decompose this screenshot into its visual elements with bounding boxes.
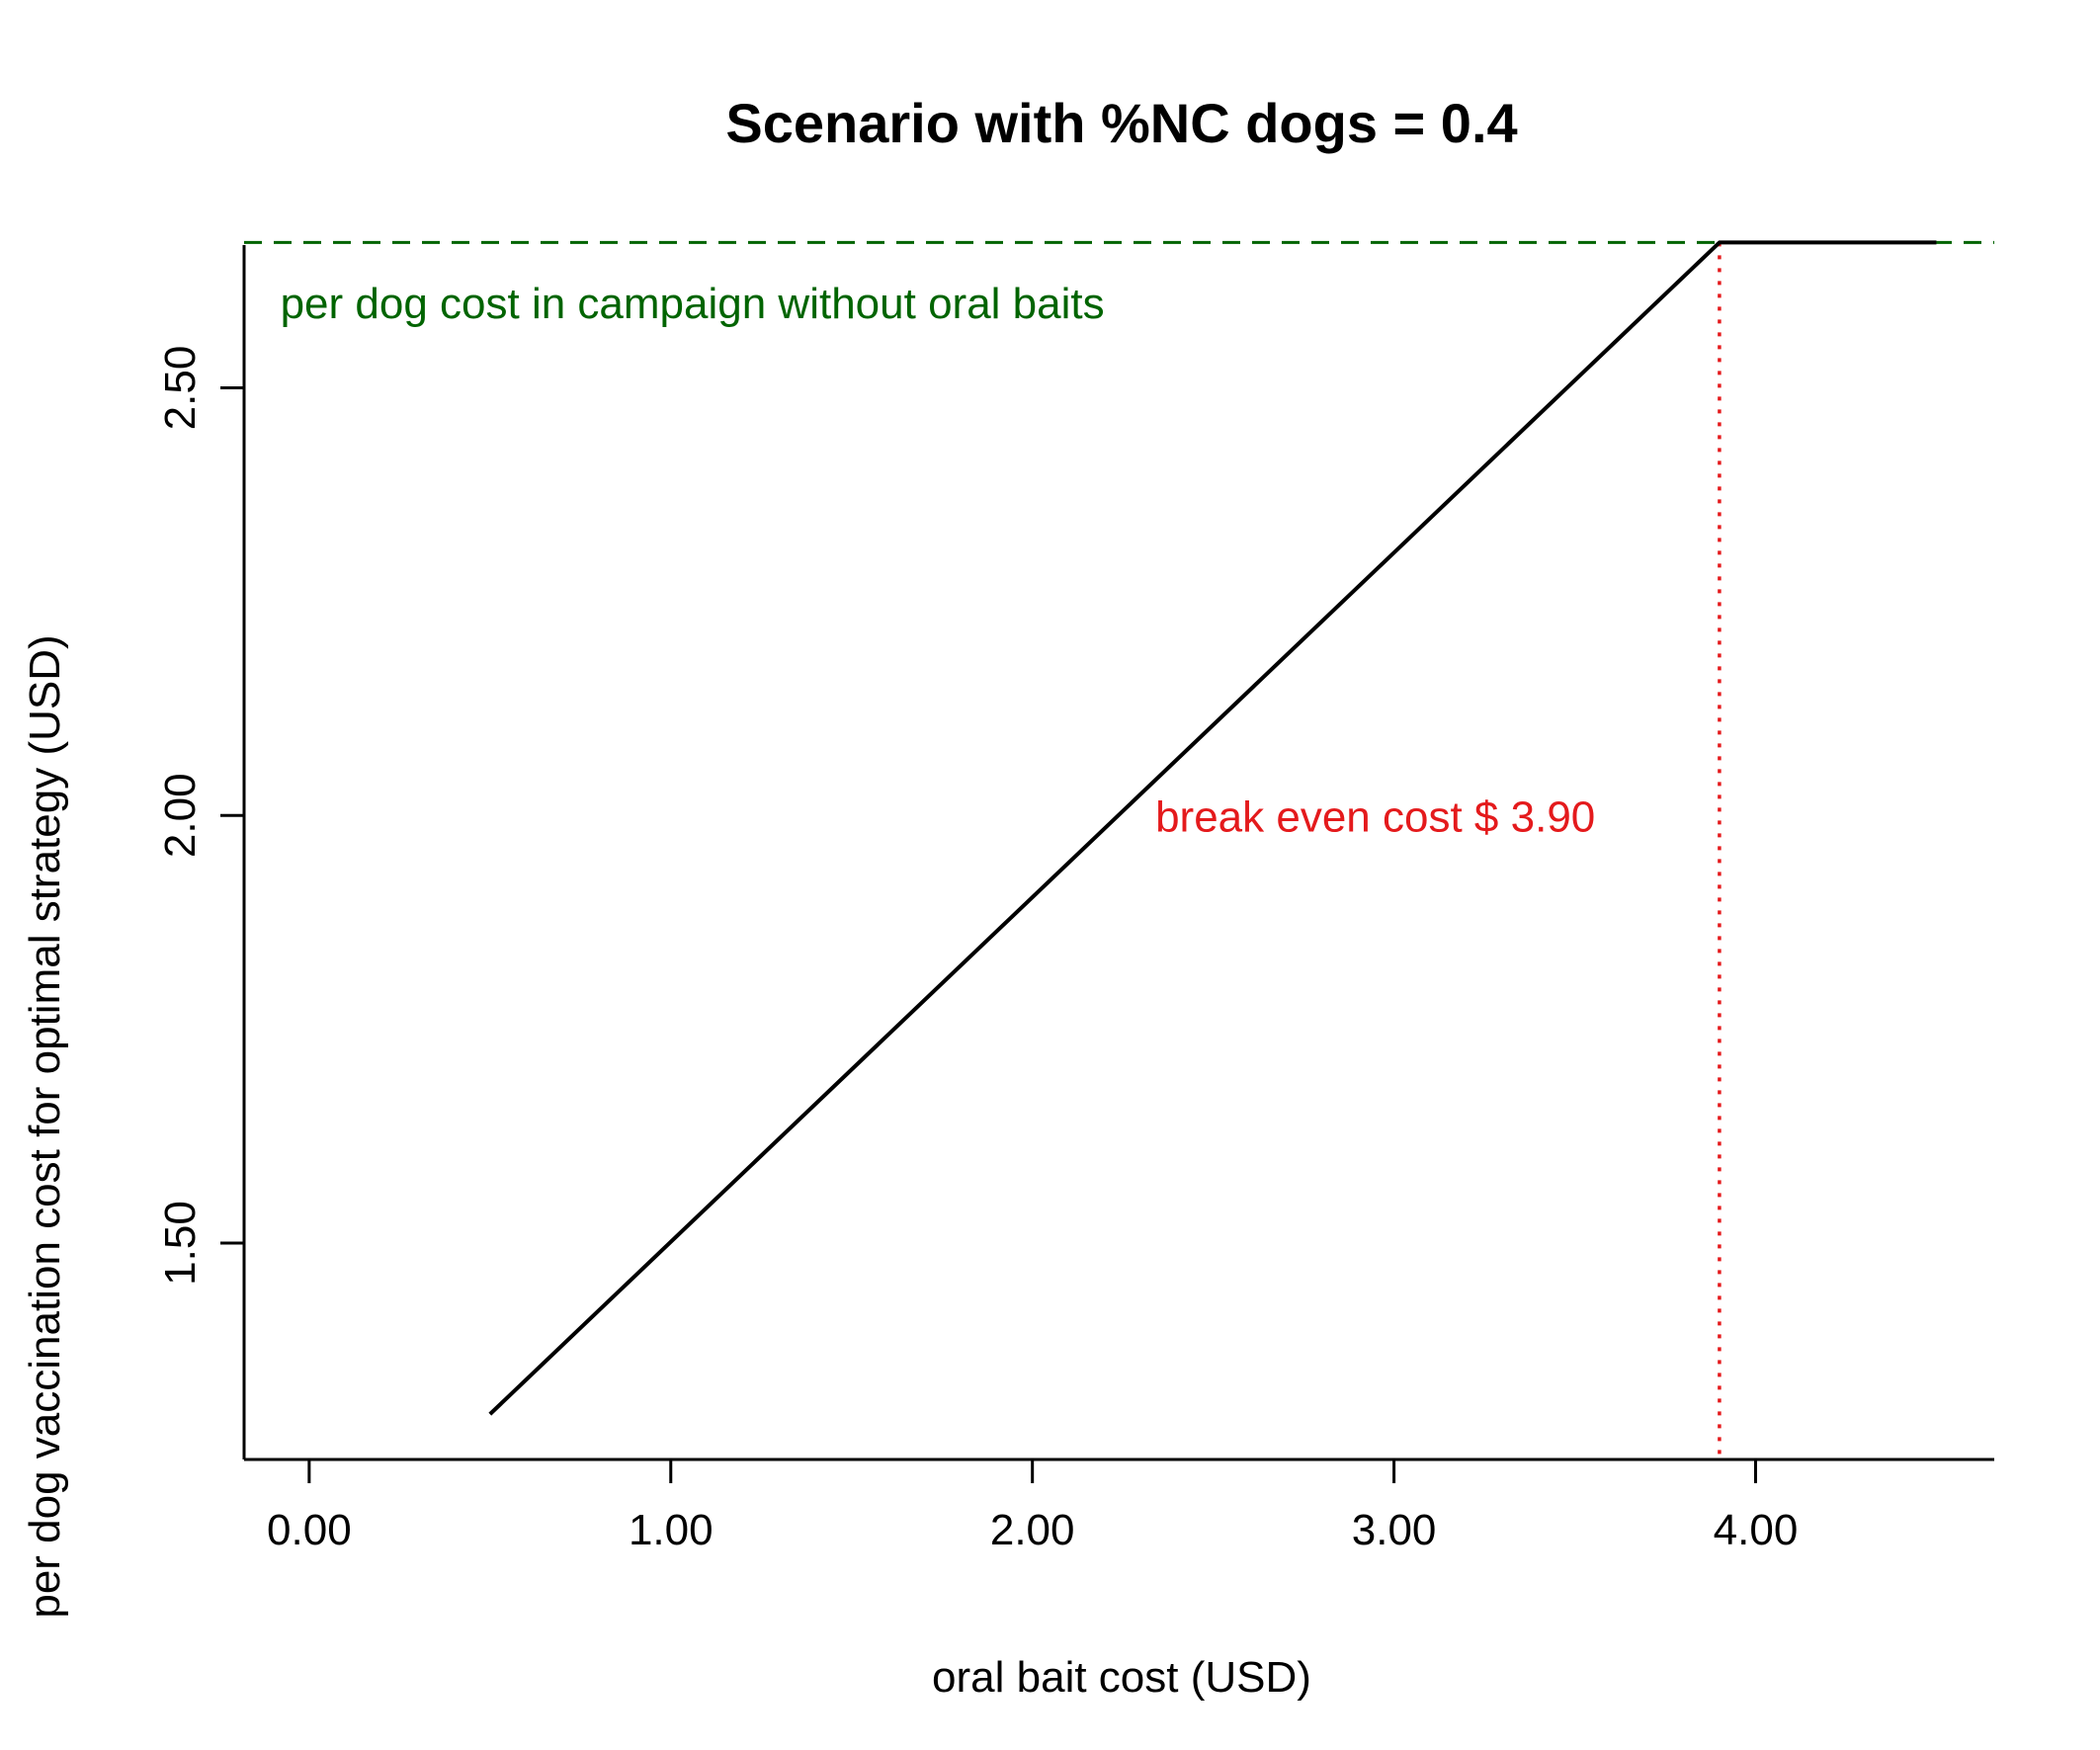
y-tick-label: 1.50	[156, 1201, 205, 1286]
chart-title: Scenario with %NC dogs = 0.4	[725, 92, 1517, 154]
series-group	[488, 240, 1937, 1416]
x-tick-label: 3.00	[1352, 1506, 1437, 1554]
y-tick-label: 2.50	[156, 346, 205, 431]
y-tick-label: 2.00	[156, 773, 205, 858]
reference-lines	[244, 240, 1994, 1459]
x-tick-label: 4.00	[1714, 1506, 1799, 1554]
x-tick-label: 0.00	[267, 1506, 352, 1554]
axes: 0.00 1.00 2.00 3.00 4.00 1.50 2.00 2.50	[156, 245, 1994, 1554]
x-tick-label: 2.00	[990, 1506, 1075, 1554]
annotations: per dog cost in campaign without oral ba…	[281, 280, 1596, 841]
x-tick-label: 1.00	[629, 1506, 714, 1554]
break-even-annotation: break even cost $ 3.90	[1155, 792, 1595, 841]
x-axis-label: oral bait cost (USD)	[932, 1653, 1311, 1702]
y-axis-label: per dog vaccination cost for optimal str…	[21, 634, 69, 1618]
series-line	[488, 240, 1937, 1416]
no-bait-cost-annotation: per dog cost in campaign without oral ba…	[281, 280, 1105, 328]
